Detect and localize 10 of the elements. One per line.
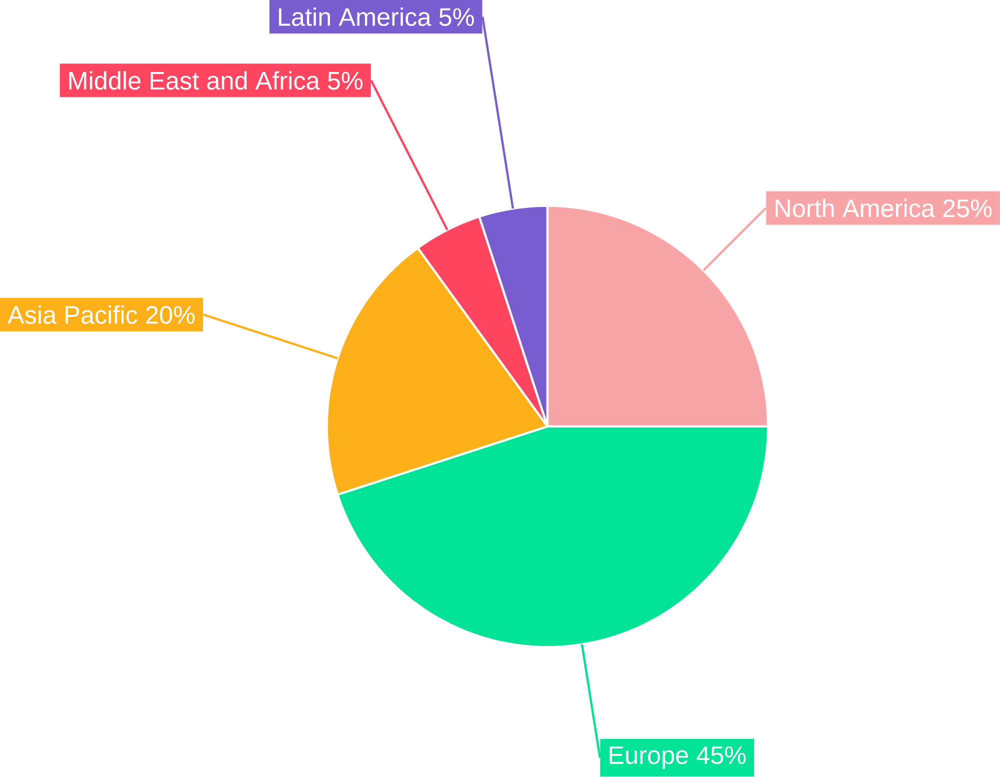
- data-label: 5%: [439, 8, 474, 26]
- slice-label: Europe: [610, 746, 688, 770]
- slice-label: North America: [776, 198, 935, 218]
- slice-label: Asia Pacific: [8, 306, 138, 324]
- data-label: 20%: [146, 306, 195, 324]
- slice-label: Middle East and Africa: [69, 71, 320, 90]
- data-label: 45%: [696, 746, 746, 764]
- slice-label: Latin America: [278, 8, 432, 26]
- data-label: 5%: [328, 72, 362, 90]
- data-label: 25%: [943, 200, 992, 218]
